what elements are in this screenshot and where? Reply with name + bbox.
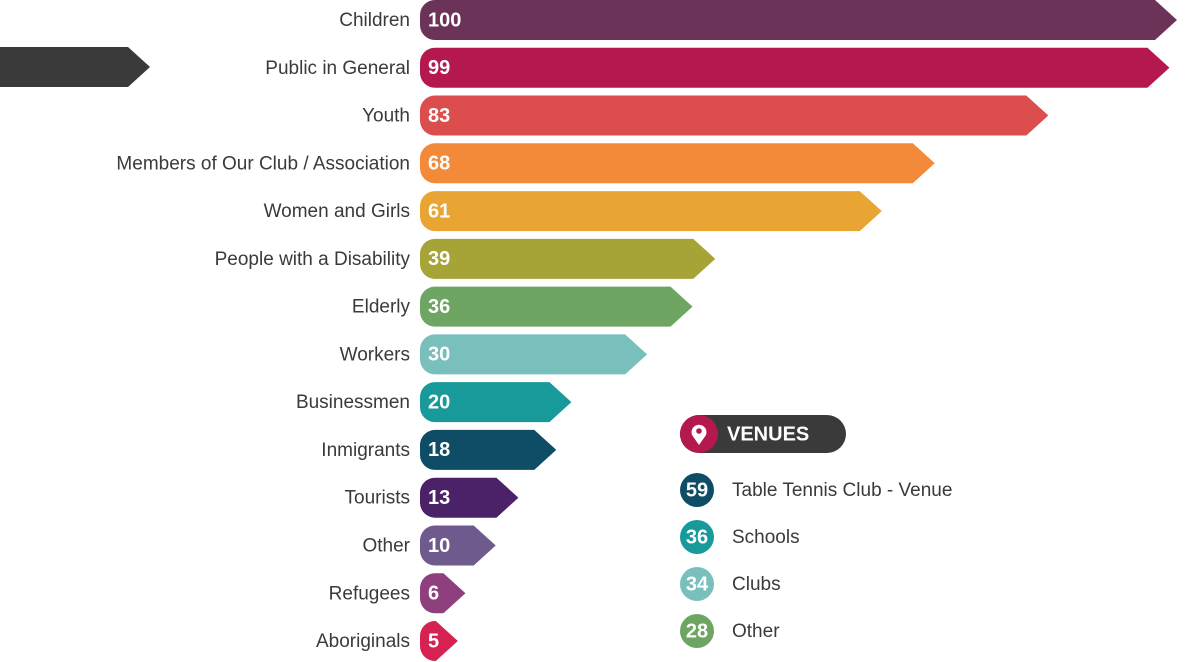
venue-badge — [680, 614, 714, 648]
bar — [420, 334, 648, 375]
bar — [420, 95, 1049, 136]
pin-icon — [691, 424, 707, 445]
bar — [420, 573, 466, 614]
venues-header: VENUES — [680, 415, 846, 453]
category-label: Youth — [362, 106, 410, 127]
pin-hole — [696, 428, 702, 434]
venue-badge — [680, 567, 714, 601]
venues-pill — [680, 415, 846, 453]
bar — [420, 238, 716, 279]
venue-count: 34 — [686, 573, 709, 595]
value-label: 99 — [428, 57, 450, 79]
category-label: Aboriginals — [316, 631, 410, 652]
category-label: Workers — [340, 344, 410, 365]
venue-label: Table Tennis Club - Venue — [732, 480, 952, 501]
category-label: Businessmen — [296, 392, 410, 413]
value-label: 68 — [428, 153, 450, 175]
category-label: Children — [339, 10, 410, 31]
category-label: Public in General — [265, 58, 410, 79]
category-label: Inmigrants — [321, 440, 410, 461]
venues-title: VENUES — [727, 423, 809, 445]
bar — [420, 477, 519, 518]
bar — [420, 429, 557, 470]
bar — [420, 143, 935, 184]
bar — [420, 621, 458, 662]
value-label: 30 — [428, 344, 450, 366]
category-label: Other — [362, 535, 410, 556]
venue-badge — [680, 520, 714, 554]
venue-badge — [680, 473, 714, 507]
venue-label: Other — [732, 621, 780, 642]
venue-count: 36 — [686, 526, 708, 548]
category-label: Members of Our Club / Association — [116, 153, 410, 174]
value-label: 100 — [428, 9, 461, 31]
category-label: Tourists — [345, 488, 410, 509]
value-label: 39 — [428, 248, 450, 270]
bar — [420, 191, 882, 232]
bar — [420, 525, 496, 566]
bar — [420, 47, 1170, 88]
category-label: Women and Girls — [264, 201, 410, 222]
venue-label: Schools — [732, 527, 800, 548]
value-label: 6 — [428, 583, 439, 605]
category-label: Refugees — [329, 583, 410, 604]
value-label: 61 — [428, 200, 450, 222]
value-label: 13 — [428, 487, 450, 509]
bar — [420, 286, 693, 327]
bar — [420, 382, 572, 423]
value-label: 36 — [428, 296, 450, 318]
value-label: 83 — [428, 105, 450, 127]
value-label: 20 — [428, 391, 450, 413]
venue-label: Clubs — [732, 574, 781, 595]
bar — [420, 0, 1177, 40]
venue-count: 59 — [686, 479, 708, 501]
pointer-arrow — [0, 47, 150, 87]
value-label: 5 — [428, 630, 439, 652]
value-label: 10 — [428, 535, 450, 557]
category-label: Elderly — [352, 297, 411, 318]
category-label: People with a Disability — [215, 249, 411, 270]
venue-count: 28 — [686, 620, 708, 642]
value-label: 18 — [428, 439, 450, 461]
